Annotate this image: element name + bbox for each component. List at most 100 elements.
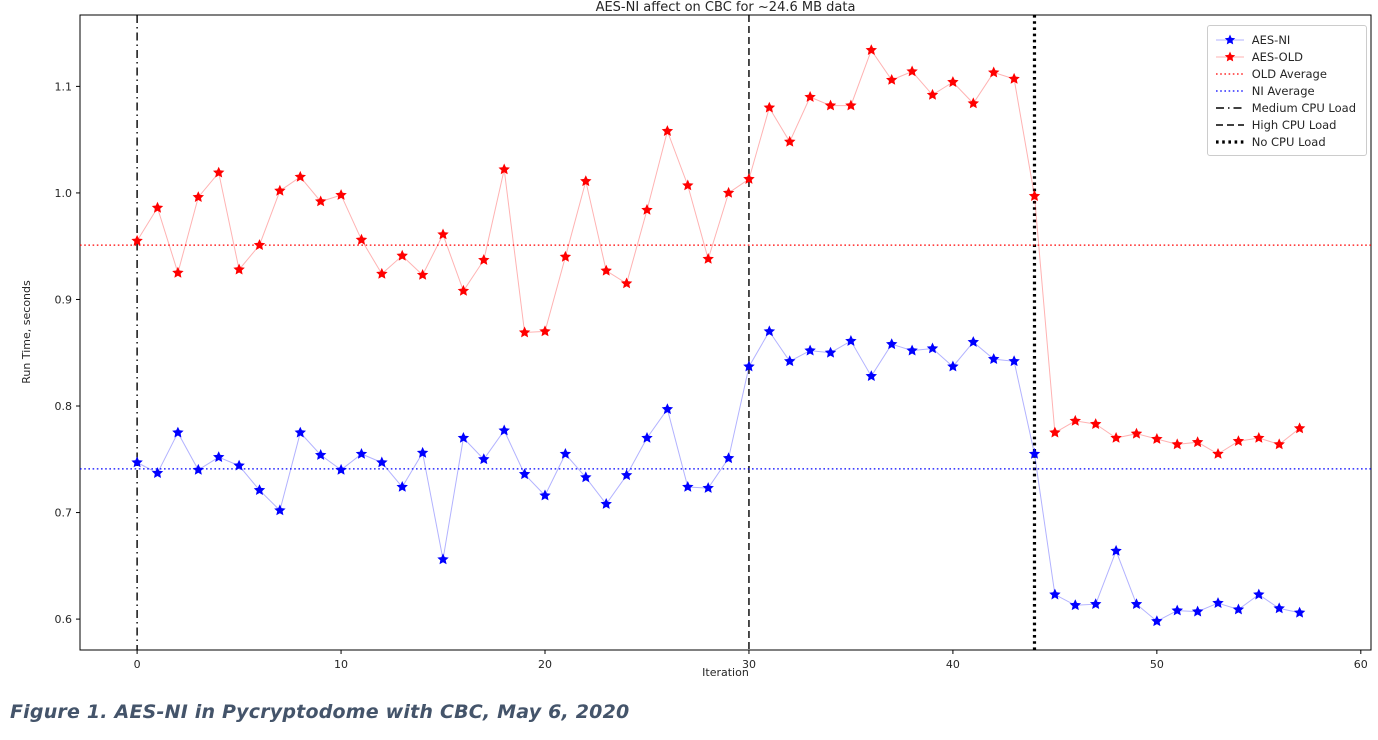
data-point-aes-old	[1212, 448, 1224, 459]
data-point-aes-old	[478, 254, 490, 265]
data-point-aes-old	[906, 65, 918, 77]
y-tick-label: 1.0	[55, 187, 73, 200]
data-point-aes-ni	[1171, 604, 1183, 616]
data-point-aes-ni	[131, 456, 143, 468]
data-point-aes-ni	[682, 481, 694, 492]
data-point-aes-ni	[213, 451, 225, 462]
data-point-aes-old	[396, 249, 408, 261]
data-point-aes-ni	[233, 459, 245, 471]
data-point-aes-old	[1273, 438, 1285, 450]
legend-label: OLD Average	[1251, 66, 1327, 81]
data-point-aes-old	[988, 66, 1000, 78]
data-point-aes-ni	[1191, 605, 1204, 617]
legend-label: Medium CPU Load	[1251, 100, 1356, 115]
data-point-aes-ni	[559, 448, 572, 459]
data-point-aes-ni	[253, 484, 266, 495]
data-point-aes-old	[784, 135, 796, 147]
x-tick-label: 60	[1354, 658, 1368, 671]
data-point-aes-old	[580, 175, 592, 187]
data-point-aes-ni	[845, 335, 857, 346]
data-point-aes-ni	[294, 426, 306, 438]
data-point-aes-ni	[743, 360, 755, 372]
data-point-aes-ni	[661, 403, 674, 415]
y-tick-label: 0.9	[55, 293, 73, 306]
data-point-aes-old	[131, 234, 143, 246]
data-point-aes-old	[172, 266, 184, 278]
data-point-aes-old	[253, 239, 266, 250]
series-line-aes-ni	[136, 330, 1300, 622]
data-point-aes-ni	[1273, 602, 1285, 614]
legend-item-no-cpu-load: No CPU Load	[1215, 133, 1356, 150]
data-point-aes-old	[845, 99, 857, 111]
figure-caption: Figure 1. AES-NI in Pycryptodome with CB…	[10, 701, 630, 723]
data-point-aes-old	[641, 204, 653, 215]
data-point-aes-old	[661, 125, 674, 136]
data-point-aes-old	[1253, 432, 1265, 443]
series-line-aes-old	[136, 49, 1300, 455]
x-tick-label: 20	[538, 658, 552, 671]
data-point-aes-ni	[1232, 603, 1245, 615]
data-point-aes-old	[967, 97, 979, 109]
data-point-aes-ni	[172, 426, 184, 438]
data-point-aes-old	[1069, 414, 1081, 426]
data-point-aes-ni	[1008, 355, 1020, 367]
data-point-aes-ni	[315, 449, 327, 460]
data-point-aes-old	[763, 101, 776, 113]
data-point-aes-old	[294, 170, 306, 182]
y-tick-label: 1.1	[55, 80, 73, 93]
y-tick-label: 0.7	[55, 507, 73, 520]
data-point-aes-ni	[1069, 599, 1081, 611]
x-tick-label: 30	[742, 658, 756, 671]
data-point-aes-ni	[355, 448, 368, 459]
legend-sample-aes-old	[1215, 51, 1244, 61]
data-point-aes-ni	[396, 481, 408, 492]
legend-label: High CPU Load	[1251, 117, 1337, 132]
data-point-aes-old	[416, 269, 429, 280]
legend-label: AES-NI	[1251, 32, 1291, 47]
data-point-aes-old	[376, 267, 388, 279]
legend-sample-ni-average	[1215, 89, 1244, 92]
data-point-aes-old	[947, 76, 959, 87]
data-point-aes-old	[722, 186, 735, 198]
data-point-aes-old	[1151, 433, 1163, 444]
data-point-aes-ni	[1253, 588, 1265, 600]
data-point-aes-ni	[416, 446, 429, 458]
data-point-aes-old	[743, 173, 755, 184]
data-point-aes-old	[437, 228, 449, 240]
data-point-aes-old	[804, 91, 816, 102]
x-axis-label: Iteration	[702, 666, 749, 679]
plot-frame	[79, 14, 1372, 651]
plot-canvas: 0.6 0.7 0.8 0.9 1.0 1.1 0 10 20 30 40 50 60	[55, 14, 1372, 671]
data-point-aes-old	[824, 99, 837, 111]
data-point-aes-ni	[906, 344, 918, 356]
data-point-aes-old	[1090, 418, 1102, 429]
data-point-aes-ni	[478, 453, 490, 465]
x-tick-label: 0	[134, 658, 141, 671]
data-point-aes-old	[213, 166, 225, 178]
legend: AES-NI AES-OLD OLD Average NI Average Medium…	[1206, 25, 1367, 156]
data-point-aes-old	[233, 263, 245, 275]
data-point-aes-old	[192, 191, 204, 202]
chart-title: AES-NI affect on CBC for ~24.6 MB data	[595, 0, 856, 15]
data-point-aes-old	[539, 325, 551, 337]
data-point-aes-ni	[641, 432, 653, 443]
data-point-aes-ni	[580, 471, 592, 483]
data-point-aes-ni	[600, 498, 612, 509]
legend-label: NI Average	[1251, 83, 1315, 98]
data-point-aes-old	[600, 264, 612, 276]
data-point-aes-old	[457, 284, 470, 296]
data-point-aes-ni	[539, 489, 551, 501]
data-point-aes-old	[1130, 427, 1143, 439]
legend-label: No CPU Load	[1251, 134, 1326, 149]
data-point-aes-ni	[1130, 598, 1143, 609]
data-point-aes-old	[498, 163, 510, 175]
data-point-aes-old	[1293, 422, 1306, 434]
data-point-aes-old	[1028, 190, 1041, 201]
data-point-aes-ni	[192, 463, 204, 475]
data-point-aes-ni	[376, 456, 388, 468]
data-point-aes-ni	[824, 346, 837, 358]
data-point-aes-old	[518, 326, 531, 338]
data-point-aes-ni	[1028, 448, 1041, 459]
legend-item-old-average: OLD Average	[1215, 65, 1356, 82]
data-point-aes-old	[682, 179, 694, 191]
